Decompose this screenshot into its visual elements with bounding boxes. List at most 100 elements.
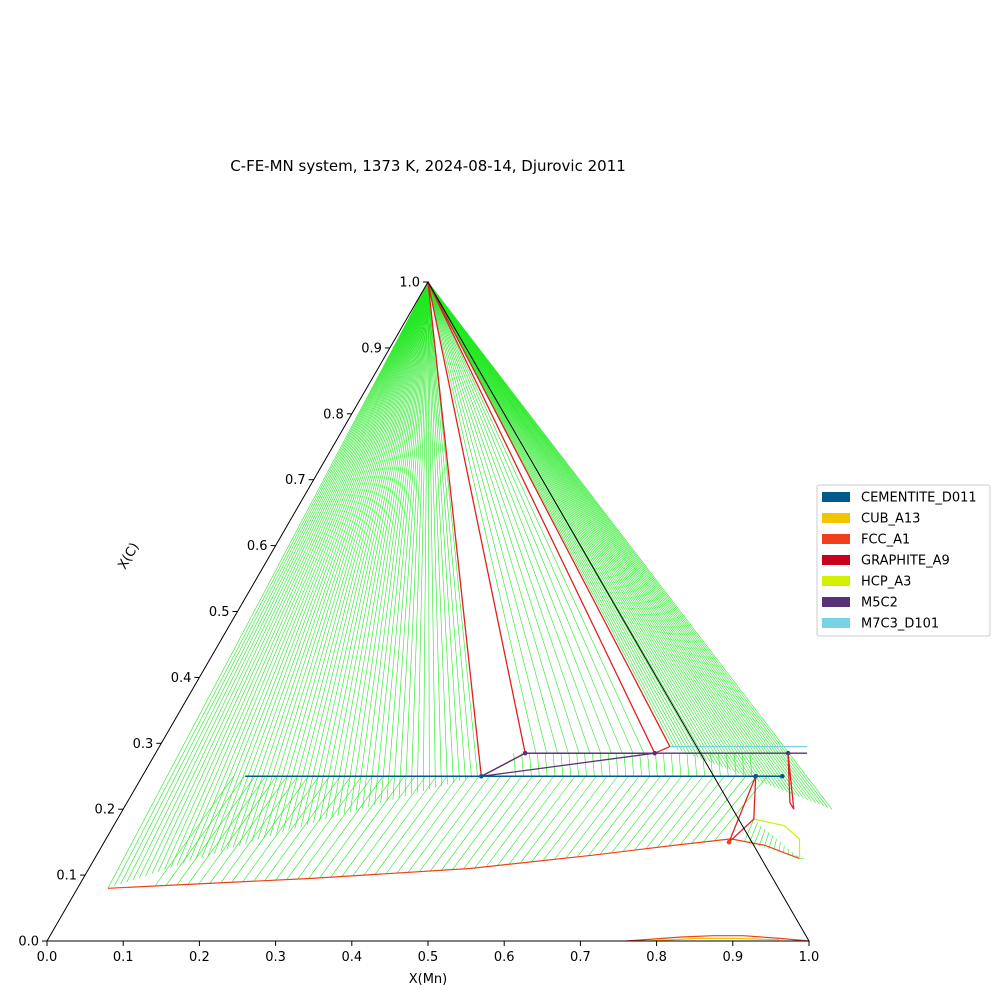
tieline: [655, 753, 658, 777]
tieline: [306, 281, 429, 825]
tieline: [282, 281, 429, 833]
tieline: [749, 753, 753, 777]
tieline: [419, 776, 490, 872]
tieline: [631, 753, 635, 777]
tieline: [257, 281, 429, 840]
tieline: [718, 753, 721, 777]
tieline: [663, 753, 666, 777]
tieline: [529, 753, 532, 777]
tieline: [363, 776, 437, 876]
tieline: [427, 281, 740, 774]
marker-group: [479, 750, 791, 845]
tieline: [622, 776, 682, 852]
tieline: [231, 776, 309, 883]
tieline: [427, 281, 829, 808]
tieline: [214, 281, 429, 854]
tieline: [668, 776, 725, 847]
tieline: [352, 776, 426, 877]
tieline: [427, 281, 772, 786]
tieline: [276, 281, 429, 835]
tieline: [288, 281, 429, 831]
tieline: [120, 281, 429, 885]
tieline: [319, 281, 429, 822]
x-tick-label: 0.7: [570, 950, 591, 965]
tieline: [232, 281, 429, 848]
tieline: [427, 281, 816, 804]
tieline: [341, 776, 416, 877]
three-phase-triangle: [728, 776, 757, 843]
tieline: [520, 776, 586, 864]
tieline: [427, 281, 820, 805]
tieline: [584, 753, 587, 777]
tieline: [427, 281, 727, 769]
tieline: [368, 281, 429, 807]
tieline: [380, 281, 429, 804]
tieline: [294, 281, 429, 829]
three-phase-triangle: [480, 752, 655, 777]
y-tick-label: 0.9: [361, 341, 382, 356]
invariant-point: [780, 773, 785, 779]
y-tick-label: 0.1: [56, 869, 77, 884]
tieline: [275, 776, 352, 881]
tieline: [474, 776, 544, 869]
legend-label: M5C2: [861, 596, 898, 611]
tieline: [531, 776, 597, 863]
tieline: [427, 281, 699, 758]
horizontal-tieline-group: [245, 745, 808, 777]
x-tick-label: 0.9: [722, 950, 743, 965]
tieline: [286, 776, 362, 880]
y-tick-label: 0.3: [133, 737, 154, 752]
tieline: [139, 281, 429, 878]
y-tick-label: 0.4: [171, 671, 192, 686]
tieline: [183, 281, 429, 864]
tieline: [427, 281, 764, 783]
y-tick-label: 0.2: [95, 803, 116, 818]
tieline: [427, 281, 591, 754]
tieline: [513, 753, 516, 777]
tieline: [207, 281, 429, 856]
tieline: [126, 281, 429, 883]
tieline: [427, 281, 756, 780]
legend-frame: [816, 484, 991, 637]
tieline: [694, 753, 698, 777]
legend-label: CEMENTITE_D011: [861, 491, 977, 506]
tieline: [427, 281, 825, 807]
tieline: [427, 281, 612, 754]
tieline: [645, 776, 704, 849]
tieline: [427, 281, 460, 782]
x-tick-label: 0.8: [646, 950, 667, 965]
tieline: [427, 281, 623, 754]
tieline: [733, 753, 737, 777]
tieline: [427, 281, 695, 757]
tieline: [576, 776, 640, 858]
tieline: [753, 825, 762, 846]
tieline: [264, 776, 341, 881]
legend-swatch: [822, 597, 850, 607]
tieline: [325, 281, 429, 820]
tieline: [427, 281, 760, 782]
tieline: [176, 776, 256, 886]
tieline: [386, 281, 429, 802]
tieline: [427, 281, 792, 794]
legend-swatch: [822, 492, 850, 502]
legend-swatch: [822, 576, 850, 586]
tieline: [607, 753, 611, 777]
tieline: [670, 753, 674, 777]
tieline: [497, 776, 565, 866]
tieline: [427, 281, 448, 785]
tieline: [521, 753, 524, 777]
tieline: [427, 281, 752, 779]
legend-label: HCP_A3: [861, 575, 911, 590]
tieline: [710, 753, 713, 777]
tieline-group: [107, 281, 833, 889]
legend-swatch: [822, 513, 850, 523]
tieline: [427, 281, 580, 754]
tieline: [145, 281, 429, 876]
tieline: [396, 776, 469, 874]
tieline: [427, 281, 711, 763]
tieline: [263, 281, 429, 838]
x-tick-label: 0.3: [265, 950, 286, 965]
x-tick-label: 0.4: [341, 950, 362, 965]
tieline: [201, 281, 429, 858]
y-tick-label: 0.8: [323, 407, 344, 422]
